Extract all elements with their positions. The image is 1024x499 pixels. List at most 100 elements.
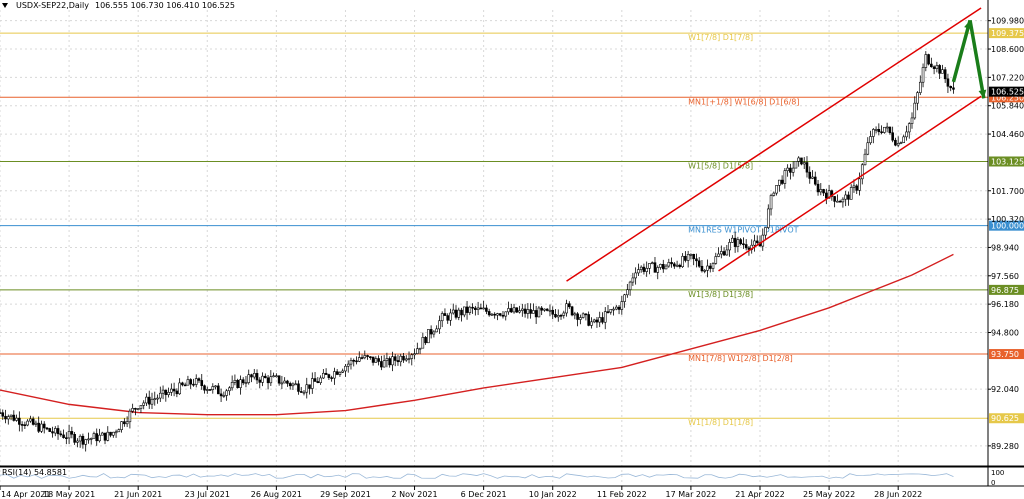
candle-body <box>462 306 466 316</box>
candle-body <box>523 308 527 314</box>
candle-body <box>432 331 436 335</box>
candle-body <box>559 314 563 317</box>
candle-body <box>706 265 709 271</box>
candle-body <box>125 421 129 425</box>
candle-body <box>656 267 660 273</box>
candle-body <box>927 54 930 65</box>
candle-body <box>380 361 383 368</box>
dropdown-icon[interactable] <box>2 3 8 8</box>
candle-body <box>275 375 278 378</box>
candle-body <box>482 307 485 310</box>
candle-body <box>56 428 60 435</box>
candle-body <box>570 306 574 316</box>
y-tick-label: 105.840 <box>991 102 1024 111</box>
candle-body <box>211 386 215 390</box>
candle-body <box>888 126 892 134</box>
candle-body <box>205 389 209 391</box>
candle-body <box>299 391 303 393</box>
candle-body <box>29 418 32 422</box>
candle-body <box>720 251 723 255</box>
candle-body <box>1 412 5 417</box>
candle-body <box>92 433 96 439</box>
candle-body <box>81 435 85 445</box>
candle-body <box>421 337 425 349</box>
candle-body <box>471 306 474 309</box>
candle-body <box>413 353 416 356</box>
y-tick-label: 100.320 <box>991 215 1024 224</box>
candle-body <box>930 63 933 68</box>
candle-body <box>780 179 784 184</box>
x-tick-label: 23 Jul 2021 <box>185 490 230 499</box>
candle-body <box>192 383 195 386</box>
candle-body <box>742 243 745 246</box>
candle-body <box>653 262 657 273</box>
candle-body <box>114 431 118 434</box>
candle-body <box>106 431 110 441</box>
rsi-line <box>0 473 954 479</box>
candle-body <box>468 306 472 313</box>
candle-body <box>684 255 687 261</box>
candle-body <box>327 374 331 378</box>
candle-body <box>551 309 555 315</box>
candle-body <box>153 398 157 400</box>
x-tick-label: 26 Aug 2021 <box>251 490 302 499</box>
candle-body <box>76 440 79 443</box>
y-tick-label: 107.220 <box>991 73 1024 82</box>
candle-body <box>266 377 270 384</box>
candle-body <box>402 355 405 361</box>
channel-line <box>718 95 982 272</box>
candle-body <box>4 415 7 420</box>
candle-body <box>681 255 684 267</box>
candle-body <box>156 397 159 400</box>
candle-body <box>509 308 513 313</box>
candle-body <box>802 162 806 165</box>
candle-body <box>369 356 372 358</box>
arrow-shaft <box>968 19 986 99</box>
candle-body <box>783 170 787 184</box>
candle-body <box>747 247 751 250</box>
candle-body <box>916 92 919 104</box>
candles <box>0 51 955 452</box>
candle-body <box>269 376 273 384</box>
candle-body <box>548 309 552 312</box>
candle-body <box>288 383 292 387</box>
candle-body <box>487 311 491 316</box>
candle-body <box>377 358 380 362</box>
candle-body <box>136 408 140 410</box>
candle-body <box>825 192 828 199</box>
candle-body <box>877 129 881 133</box>
candle-body <box>310 378 314 389</box>
chart-header: USDX-SEP22,Daily 106.555 106.730 106.410… <box>2 1 235 10</box>
candle-body <box>849 187 853 200</box>
candle-body <box>200 380 204 387</box>
candle-body <box>9 414 13 417</box>
candle-body <box>18 417 21 425</box>
candle-body <box>576 313 579 320</box>
candle-body <box>225 390 228 396</box>
candle-body <box>501 314 505 317</box>
candle-body <box>623 294 626 302</box>
candle-body <box>388 358 391 366</box>
rsi-axis-label: 0 <box>991 479 995 487</box>
candle-body <box>233 379 237 383</box>
x-tick-label: 21 Jun 2021 <box>114 490 162 499</box>
candle-body <box>941 69 944 74</box>
candle-body <box>866 142 870 155</box>
candle-body <box>59 433 63 436</box>
current-price-label: 106.525 <box>991 88 1024 97</box>
candle-body <box>70 431 74 435</box>
candle-body <box>410 354 414 359</box>
candle-body <box>614 306 618 310</box>
candle-body <box>460 309 463 316</box>
candle-body <box>393 356 397 361</box>
candle-body <box>493 313 496 316</box>
candle-body <box>507 308 510 313</box>
candle-body <box>67 431 71 439</box>
candle-body <box>62 434 65 438</box>
candle-body <box>554 313 557 318</box>
candle-body <box>280 382 284 385</box>
candle-body <box>924 54 928 68</box>
candle-body <box>335 371 339 375</box>
candle-body <box>316 381 320 384</box>
